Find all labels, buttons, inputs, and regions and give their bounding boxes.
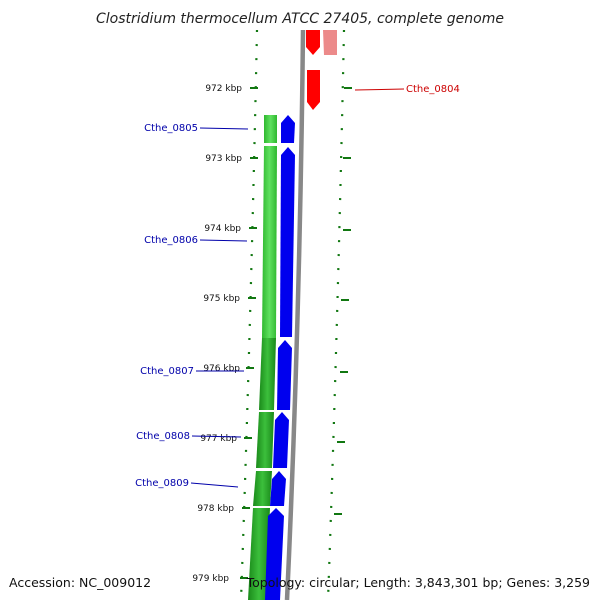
tick-label: 972 kbp	[205, 84, 242, 94]
tick-label: 979 kbp	[192, 574, 229, 584]
gene-label: Cthe_0809	[135, 478, 189, 489]
tick-label: 977 kbp	[200, 434, 237, 444]
leader-line	[199, 239, 248, 242]
leader-line	[199, 127, 249, 130]
cds-feature	[270, 471, 286, 506]
tick-label: 973 kbp	[205, 154, 242, 164]
cds-feature	[280, 147, 295, 337]
gene-label: Cthe_0808	[136, 431, 190, 442]
tick-label: 975 kbp	[203, 294, 240, 304]
backbone-circle	[284, 29, 306, 600]
gene-label: Cthe_0806	[144, 235, 198, 246]
gene-labels: Cthe_0804 Cthe_0805 Cthe_0806 Cthe_0807 …	[135, 84, 460, 489]
tick-label: 976 kbp	[203, 364, 240, 374]
leader-line	[354, 88, 405, 91]
gc-segment	[262, 146, 277, 338]
gene-label: Cthe_0805	[144, 123, 198, 134]
tick-label: 974 kbp	[204, 224, 241, 234]
tick-marks	[240, 87, 352, 579]
gc-segment	[253, 471, 272, 506]
leader-line	[190, 482, 239, 488]
reverse-cds-track	[306, 30, 337, 110]
cds-feature	[281, 115, 295, 143]
gc-segment	[256, 412, 274, 468]
gc-segment	[248, 508, 270, 600]
gc-content-track	[248, 115, 277, 600]
tick-label: 978 kbp	[197, 504, 234, 514]
leader-line	[191, 435, 242, 438]
tick-labels: 972 kbp 973 kbp 974 kbp 975 kbp 976 kbp …	[192, 84, 242, 584]
cds-feature	[306, 30, 320, 55]
cds-feature	[265, 508, 284, 600]
accession-text: Accession: NC_009012	[9, 575, 151, 590]
map-title: Clostridium thermocellum ATCC 27405, com…	[96, 11, 504, 27]
cds-feature	[323, 30, 337, 55]
gc-segment	[259, 338, 276, 410]
cds-feature	[273, 412, 289, 468]
cds-feature	[307, 70, 320, 110]
label-leader-lines	[190, 88, 405, 488]
gene-label: Cthe_0807	[140, 366, 194, 377]
gene-label: Cthe_0804	[406, 84, 460, 95]
genome-summary-text: Topology: circular; Length: 3,843,301 bp…	[246, 575, 590, 590]
forward-cds-track	[265, 115, 295, 600]
gc-segment	[264, 115, 277, 143]
cds-feature	[277, 340, 292, 410]
